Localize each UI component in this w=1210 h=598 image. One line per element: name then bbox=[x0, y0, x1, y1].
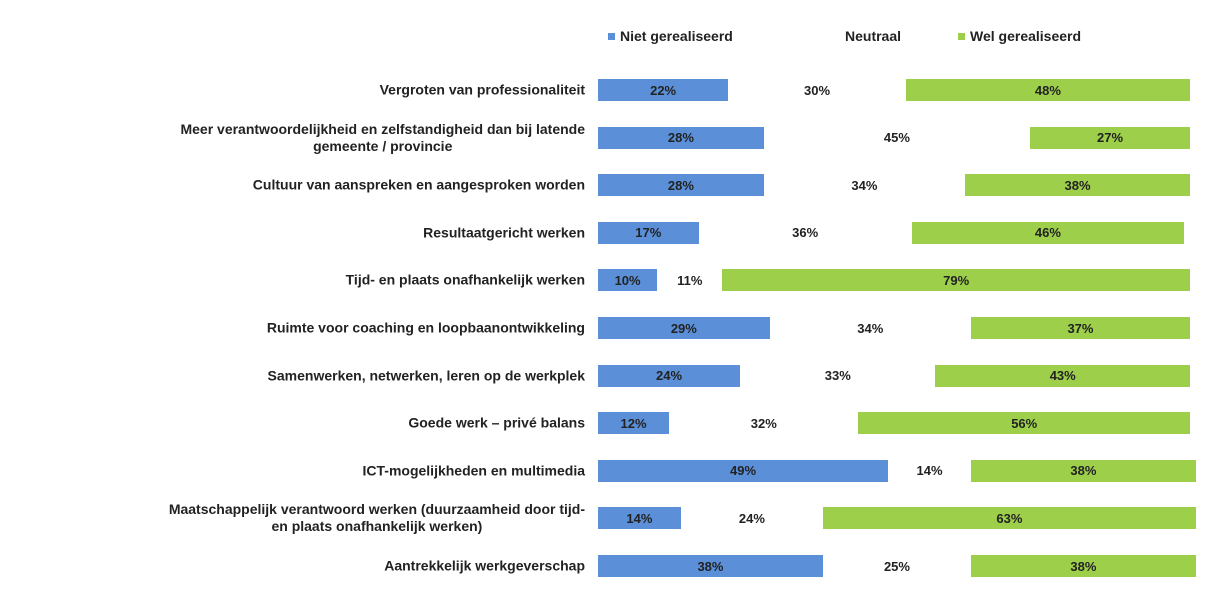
category-text: Maatschappelijk verantwoord werken (duur… bbox=[168, 501, 585, 535]
value-label: 28% bbox=[667, 177, 694, 193]
value-label: 38% bbox=[697, 558, 724, 574]
bar-segment: 27% bbox=[1030, 126, 1190, 149]
category-label: Meer verantwoordelijkheid en zelfstandig… bbox=[5, 121, 585, 155]
bar-segment: 36% bbox=[698, 221, 912, 244]
bar-segment: 29% bbox=[598, 317, 770, 339]
category-text: Meer verantwoordelijkheid en zelfstandig… bbox=[180, 120, 585, 154]
bar-segment: 33% bbox=[740, 364, 936, 387]
value-label: 45% bbox=[883, 130, 910, 146]
category-text: Cultuur van aanspreken en aangesproken w… bbox=[252, 176, 585, 193]
value-label: 37% bbox=[1067, 320, 1094, 336]
category-label: Vergroten van professionaliteit bbox=[5, 82, 585, 99]
bar-segment: 38% bbox=[970, 459, 1196, 482]
legend-swatch bbox=[608, 32, 615, 40]
category-label: Aantrekkelijk werkgeverschap bbox=[5, 558, 585, 575]
value-label: 24% bbox=[738, 510, 765, 526]
category-text: Vergroten van professionaliteit bbox=[379, 81, 585, 98]
value-label: 56% bbox=[1011, 415, 1038, 431]
value-label: 17% bbox=[635, 225, 662, 241]
value-label: 49% bbox=[730, 463, 757, 479]
value-label: 10% bbox=[614, 272, 641, 288]
value-label: 34% bbox=[851, 177, 878, 193]
bar-segment: 38% bbox=[965, 174, 1190, 197]
value-label: 36% bbox=[792, 225, 819, 241]
legend-item: Niet gerealiseerd bbox=[608, 28, 733, 44]
bar-segment: 38% bbox=[970, 555, 1196, 577]
category-label: Cultuur van aanspreken en aangesproken w… bbox=[5, 177, 585, 194]
bar-segment: 28% bbox=[598, 174, 764, 197]
bar-segment: 34% bbox=[769, 317, 971, 339]
value-label: 33% bbox=[824, 368, 851, 384]
value-label: 38% bbox=[1064, 177, 1091, 193]
bar-segment: 14% bbox=[888, 459, 971, 482]
value-label: 38% bbox=[1070, 463, 1097, 479]
legend-label: Neutraal bbox=[845, 28, 902, 44]
bar-segment: 25% bbox=[822, 555, 971, 577]
bar-segment: 11% bbox=[657, 269, 723, 292]
value-label: 14% bbox=[916, 463, 943, 479]
bar-segment: 14% bbox=[598, 507, 681, 530]
bar-segment: 45% bbox=[763, 126, 1031, 149]
value-label: 25% bbox=[883, 558, 910, 574]
value-label: 28% bbox=[667, 130, 694, 146]
value-label: 24% bbox=[656, 368, 683, 384]
category-text: ICT-mogelijkheden en multimedia bbox=[362, 462, 585, 479]
bar-segment: 10% bbox=[598, 269, 658, 292]
value-label: 29% bbox=[670, 320, 697, 336]
category-text: Ruimte voor coaching en loopbaanontwikke… bbox=[266, 319, 585, 336]
legend-label: Wel gerealiseerd bbox=[970, 28, 1082, 44]
bar-segment: 28% bbox=[598, 126, 764, 149]
category-label: Goede werk – privé balans bbox=[5, 415, 585, 432]
category-text: Aantrekkelijk werkgeverschap bbox=[384, 557, 585, 574]
bar-segment: 43% bbox=[935, 364, 1190, 387]
bar-segment: 49% bbox=[598, 459, 889, 482]
bar-segment: 56% bbox=[858, 412, 1190, 435]
value-label: 43% bbox=[1049, 368, 1076, 384]
value-label: 46% bbox=[1034, 225, 1061, 241]
legend-swatch bbox=[833, 32, 840, 40]
category-label: Resultaatgericht werken bbox=[5, 224, 585, 241]
bar-segment: 63% bbox=[822, 507, 1196, 530]
legend-item: Neutraal bbox=[833, 28, 901, 44]
bar-segment: 24% bbox=[598, 364, 741, 387]
category-label: ICT-mogelijkheden en multimedia bbox=[5, 462, 585, 479]
value-label: 12% bbox=[620, 415, 647, 431]
value-label: 32% bbox=[750, 415, 777, 431]
bar-segment: 30% bbox=[728, 79, 906, 101]
bar-segment: 22% bbox=[598, 79, 729, 101]
category-text: Resultaatgericht werken bbox=[423, 224, 585, 241]
bar-segment: 37% bbox=[970, 317, 1190, 339]
value-label: 30% bbox=[804, 82, 831, 98]
legend-item: Wel gerealiseerd bbox=[958, 28, 1081, 44]
value-label: 14% bbox=[626, 510, 653, 526]
legend-label: Niet gerealiseerd bbox=[620, 28, 733, 44]
value-label: 48% bbox=[1034, 82, 1061, 98]
bar-segment: 79% bbox=[722, 269, 1190, 292]
category-text: Samenwerken, netwerken, leren op de werk… bbox=[267, 367, 585, 384]
value-label: 11% bbox=[677, 272, 703, 288]
value-label: 38% bbox=[1070, 558, 1097, 574]
bar-segment: 34% bbox=[763, 174, 966, 197]
bar-segment: 38% bbox=[598, 555, 823, 577]
bar-segment: 48% bbox=[905, 79, 1190, 101]
category-label: Maatschappelijk verantwoord werken (duur… bbox=[5, 501, 585, 535]
category-text: Tijd- en plaats onafhankelijk werken bbox=[345, 271, 585, 288]
bar-segment: 17% bbox=[598, 221, 699, 244]
bar-segment: 24% bbox=[680, 507, 823, 530]
value-label: 79% bbox=[943, 272, 970, 288]
category-label: Ruimte voor coaching en loopbaanontwikke… bbox=[5, 320, 585, 337]
category-label: Tijd- en plaats onafhankelijk werken bbox=[5, 272, 585, 289]
value-label: 34% bbox=[857, 320, 884, 336]
bar-segment: 12% bbox=[598, 412, 670, 435]
value-label: 22% bbox=[650, 82, 677, 98]
value-label: 63% bbox=[996, 510, 1023, 526]
value-label: 27% bbox=[1097, 130, 1124, 146]
category-text: Goede werk – privé balans bbox=[408, 414, 585, 431]
bar-segment: 46% bbox=[911, 221, 1185, 244]
legend-swatch bbox=[958, 32, 965, 40]
bar-segment: 32% bbox=[669, 412, 859, 435]
category-label: Samenwerken, netwerken, leren op de werk… bbox=[5, 367, 585, 384]
